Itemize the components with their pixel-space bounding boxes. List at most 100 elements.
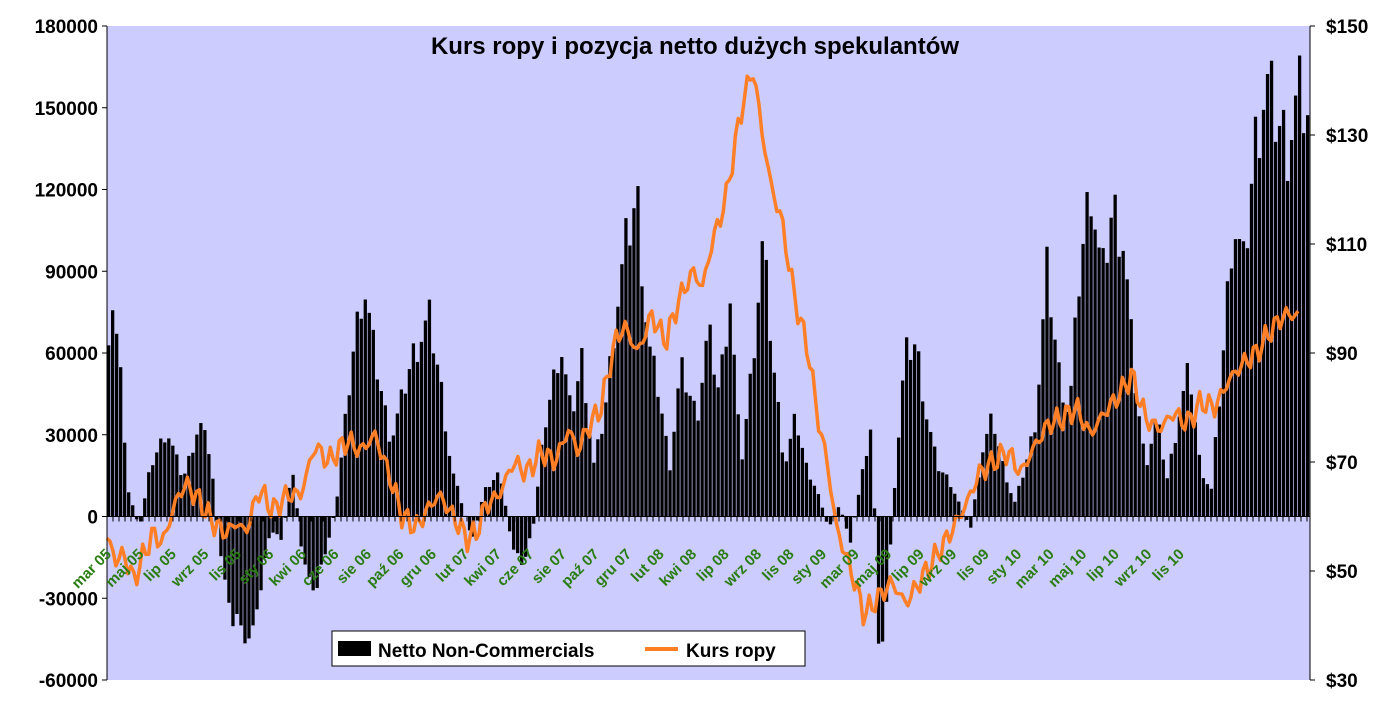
net-position-bar [644,322,648,517]
net-position-bar [1245,248,1250,517]
net-position-bar [868,429,873,517]
net-position-bar [263,516,267,558]
net-position-bar [199,423,203,517]
net-position-bar [299,516,303,547]
net-position-bar [1161,459,1165,517]
net-position-bar [151,465,155,517]
net-position-bar [1233,239,1238,517]
net-position-bar [969,516,973,528]
left-axis-ticks: 180000 150000 120000 90000 60000 30000 0 -30000… [35,17,107,692]
net-position-bar [455,485,460,517]
net-position-bar [997,446,1001,517]
net-position-bar [367,312,371,517]
net-position-bar [1229,268,1234,517]
right-tick-label: $110 [1326,235,1367,256]
left-tick-label: 0 [87,508,98,529]
net-position-bar [536,486,540,517]
net-position-bar [223,516,227,580]
net-position-bar [965,516,969,520]
net-position-bar [1209,488,1214,517]
net-position-bar [395,413,400,517]
net-position-bar [896,437,901,517]
net-position-bar [788,438,792,517]
net-position-bar [211,478,215,517]
right-tick-label: $130 [1326,126,1368,147]
left-tick-label: -60000 [39,671,98,692]
right-tick-label: $150 [1326,17,1368,38]
net-position-bar [632,208,636,517]
net-position-bar [780,452,784,517]
net-position-bar [884,516,889,602]
chart-title: Kurs ropy i pozycja netto dużych spekula… [431,33,959,60]
net-position-bar [427,299,432,517]
net-position-bar [925,419,929,517]
net-position-bar [1101,248,1105,517]
net-position-bar [904,337,909,517]
net-position-bar [776,401,780,517]
net-position-bar [953,493,957,517]
net-position-bar [1145,465,1149,517]
net-position-bar [892,488,897,517]
net-position-bar [1041,319,1045,517]
net-position-bar [499,483,504,517]
net-position-bar [503,505,508,517]
net-position-bar [419,341,424,517]
right-axis-ticks: $150 $130 $110 $90 $70 $50 $30 [1310,17,1368,692]
net-position-bar [1133,393,1137,517]
net-position-bar [271,516,275,533]
net-position-bar [860,469,865,517]
net-position-bar [664,435,668,517]
net-position-bar [1029,436,1033,517]
net-position-bar [1225,281,1230,517]
net-position-bar [592,462,596,517]
net-position-bar [415,361,420,517]
net-position-bar [243,516,247,644]
net-position-bar [708,324,712,517]
net-position-bar [1265,74,1270,517]
net-position-bar [668,470,672,517]
net-position-bar [459,503,464,517]
net-position-bar [588,434,592,517]
net-position-bar [973,499,977,517]
net-position-bar [808,479,813,517]
net-position-bar [828,516,833,525]
net-position-bar [111,310,115,517]
left-tick-label: 30000 [45,426,98,447]
net-position-bar [107,345,111,517]
net-position-bar [335,496,339,517]
net-position-bar [339,457,343,517]
net-position-bar [660,413,664,517]
net-position-bar [467,516,472,531]
net-position-bar [175,454,179,517]
net-position-bar [820,507,825,517]
oil-price-path [105,74,1300,627]
net-position-bar [1165,478,1169,517]
net-position-bar [1037,384,1041,517]
net-position-bar [123,442,127,517]
net-position-bar [1289,140,1294,517]
net-position-bar [600,433,604,517]
net-position-bar [913,344,917,517]
net-position-bar [532,516,536,524]
net-position-bar [407,369,412,517]
net-position-bar [648,346,652,517]
net-position-bar [403,393,408,517]
net-position-bar [1045,246,1049,517]
net-position-bar [921,401,925,517]
legend-line-label: Kurs ropy [686,641,776,662]
net-position-bar [1241,241,1246,517]
net-position-bar [155,452,159,517]
net-position-bar [620,264,624,517]
net-position-bar [989,413,993,517]
net-position-bar [1305,115,1310,517]
net-position-bar [656,396,660,517]
net-position-bar [848,516,853,543]
net-position-bar [435,364,440,517]
net-position-bar [1053,339,1057,517]
net-position-bar [568,395,572,517]
net-position-bar [736,414,740,517]
net-position-bar [800,447,805,517]
net-position-bar [672,431,676,517]
net-position-bar [1253,116,1258,517]
